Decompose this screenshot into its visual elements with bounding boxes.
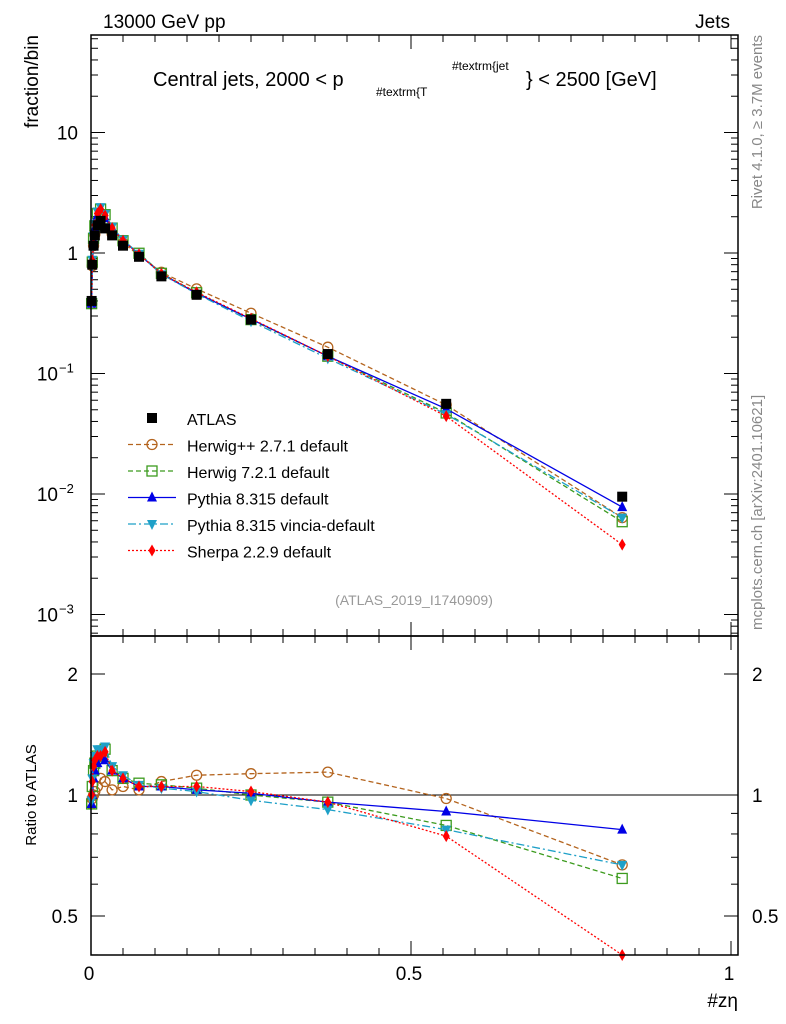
y-tick-label: 1 <box>67 244 78 265</box>
data-point-atlas <box>107 230 118 241</box>
ratio-point-pythia-8-315-vincia-default <box>246 796 256 807</box>
data-point-atlas <box>89 230 100 241</box>
legend-marker <box>147 491 157 502</box>
ratio-line-pythia-8-315-vincia-default <box>90 745 623 866</box>
point-sherpa-2-2-9-default <box>442 410 450 423</box>
data-point-atlas <box>322 349 333 360</box>
legend-marker <box>147 520 157 530</box>
point-sherpa-2-2-9-default <box>97 203 105 216</box>
data-point-atlas <box>617 491 628 502</box>
ratio-line-herwig-7-2-1-default <box>90 747 623 880</box>
x-tick-label: 0 <box>84 964 95 985</box>
ratio-y-tick-label: 2 <box>752 665 763 686</box>
data-point-atlas <box>118 240 128 251</box>
data-point-atlas <box>88 240 99 251</box>
ratio-point-herwig-2-7-1-default <box>190 769 203 781</box>
ratio-point-pythia-8-315-vincia-default <box>617 860 628 871</box>
y-tick-exponent: −2 <box>59 481 74 496</box>
ratio-point-sherpa-2-2-9-default <box>119 772 127 785</box>
legend-label: Pythia 8.315 vincia-default <box>187 518 375 535</box>
process-label: Jets <box>695 12 730 33</box>
ratio-point-herwig-7-2-1-default <box>616 872 628 885</box>
ratio-point-sherpa-2-2-9-default <box>247 785 255 798</box>
ratio-line-pythia-8-315-default <box>90 754 623 831</box>
ratio-line-sherpa-2-2-9-default <box>90 750 623 956</box>
y-tick-label: 10 <box>37 485 58 506</box>
ratio-point-sherpa-2-2-9-default <box>135 780 143 793</box>
line-pythia-8-315-vincia-default <box>90 205 623 519</box>
data-point-atlas <box>100 223 111 234</box>
legend-marker <box>148 544 156 557</box>
ratio-y-tick-label: 2 <box>67 665 78 686</box>
ratio-point-herwig-2-7-1-default <box>322 766 334 778</box>
data-point-atlas <box>134 251 144 262</box>
data-point-atlas <box>87 259 98 270</box>
point-pythia-8-315-default <box>617 501 628 512</box>
ratio-point-pythia-8-315-default <box>100 754 111 765</box>
ratio-point-sherpa-2-2-9-default <box>324 796 332 809</box>
y-tick-label: 10 <box>37 606 58 627</box>
legend-label: Herwig++ 2.7.1 default <box>187 439 349 456</box>
title-sup: #textrm{jet <box>452 59 509 73</box>
ratio-point-herwig-2-7-1-default <box>99 775 111 788</box>
ratio-point-herwig-2-7-1-default <box>440 792 452 805</box>
line-pythia-8-315-default <box>90 207 623 508</box>
ratio-point-pythia-8-315-vincia-default <box>322 805 333 816</box>
legend-marker <box>146 465 158 477</box>
legend-label: Herwig 7.2.1 default <box>187 465 330 482</box>
ratio-point-pythia-8-315-vincia-default <box>191 787 202 798</box>
energy-label: 13000 GeV pp <box>103 12 226 33</box>
ratio-y-tick-label: 1 <box>752 786 763 807</box>
rivet-label: Rivet 4.1.0, ≥ 3.7M events <box>749 35 766 209</box>
legend-label: Sherpa 2.2.9 default <box>187 545 332 562</box>
ratio-point-sherpa-2-2-9-default <box>108 764 116 777</box>
ratio-point-sherpa-2-2-9-default <box>193 780 201 793</box>
data-point-atlas <box>441 398 452 409</box>
mcplots-label: mcplots.cern.ch [arXiv:2401.10621] <box>749 395 766 630</box>
ratio-point-pythia-8-315-default <box>441 805 452 816</box>
ratio-y-axis-label: Ratio to ATLAS <box>23 744 40 845</box>
data-point-atlas <box>191 289 202 300</box>
x-tick-label: 1 <box>724 964 735 985</box>
title-end: } < 2500 [GeV] <box>526 69 657 91</box>
line-herwig-2-7-1-default <box>90 214 623 519</box>
title-main: Central jets, 2000 < p <box>153 69 344 91</box>
x-tick-label: 0.5 <box>396 964 422 985</box>
ratio-point-sherpa-2-2-9-default <box>442 830 450 843</box>
ratio-point-sherpa-2-2-9-default <box>157 780 165 793</box>
legend-marker <box>146 438 158 451</box>
y-axis-label: fraction/bin <box>22 35 43 128</box>
legend-label: Pythia 8.315 default <box>187 492 329 509</box>
analysis-label: (ATLAS_2019_I1740909) <box>335 592 493 608</box>
title-sub: #textrm{T <box>376 85 428 99</box>
y-tick-label: 10 <box>37 365 58 386</box>
legend-marker-atlas <box>147 413 157 423</box>
ratio-point-herwig-2-7-1-default <box>245 768 257 780</box>
legend: ATLAS Herwig++ 2.7.1 default Herwig 7.2.1 … <box>128 412 375 562</box>
ratio-point-sherpa-2-2-9-default <box>101 745 109 758</box>
ratio-point-herwig-2-7-1-default <box>106 784 118 796</box>
point-sherpa-2-2-9-default <box>618 538 626 551</box>
y-tick-label: 10 <box>57 124 78 145</box>
y-tick-exponent: −1 <box>59 361 74 376</box>
ratio-y-tick-label: 0.5 <box>752 907 778 928</box>
data-point-atlas <box>95 215 106 226</box>
ratio-y-tick-label: 1 <box>67 786 78 807</box>
point-pythia-8-315-vincia-default <box>617 513 628 524</box>
data-point-atlas <box>246 314 256 325</box>
line-sherpa-2-2-9-default <box>90 208 623 546</box>
line-herwig-7-2-1-default <box>90 208 623 523</box>
ratio-y-tick-label: 0.5 <box>52 907 78 928</box>
ratio-point-pythia-8-315-default <box>617 823 628 834</box>
ratio-frame <box>90 635 739 956</box>
y-tick-exponent: −3 <box>59 602 74 617</box>
legend-label-atlas: ATLAS <box>187 412 237 429</box>
plot-title: Central jets, 2000 < p #textrm{T #textrm… <box>153 59 657 99</box>
x-axis-label: #zη <box>707 991 738 1012</box>
data-point-atlas <box>156 271 167 282</box>
